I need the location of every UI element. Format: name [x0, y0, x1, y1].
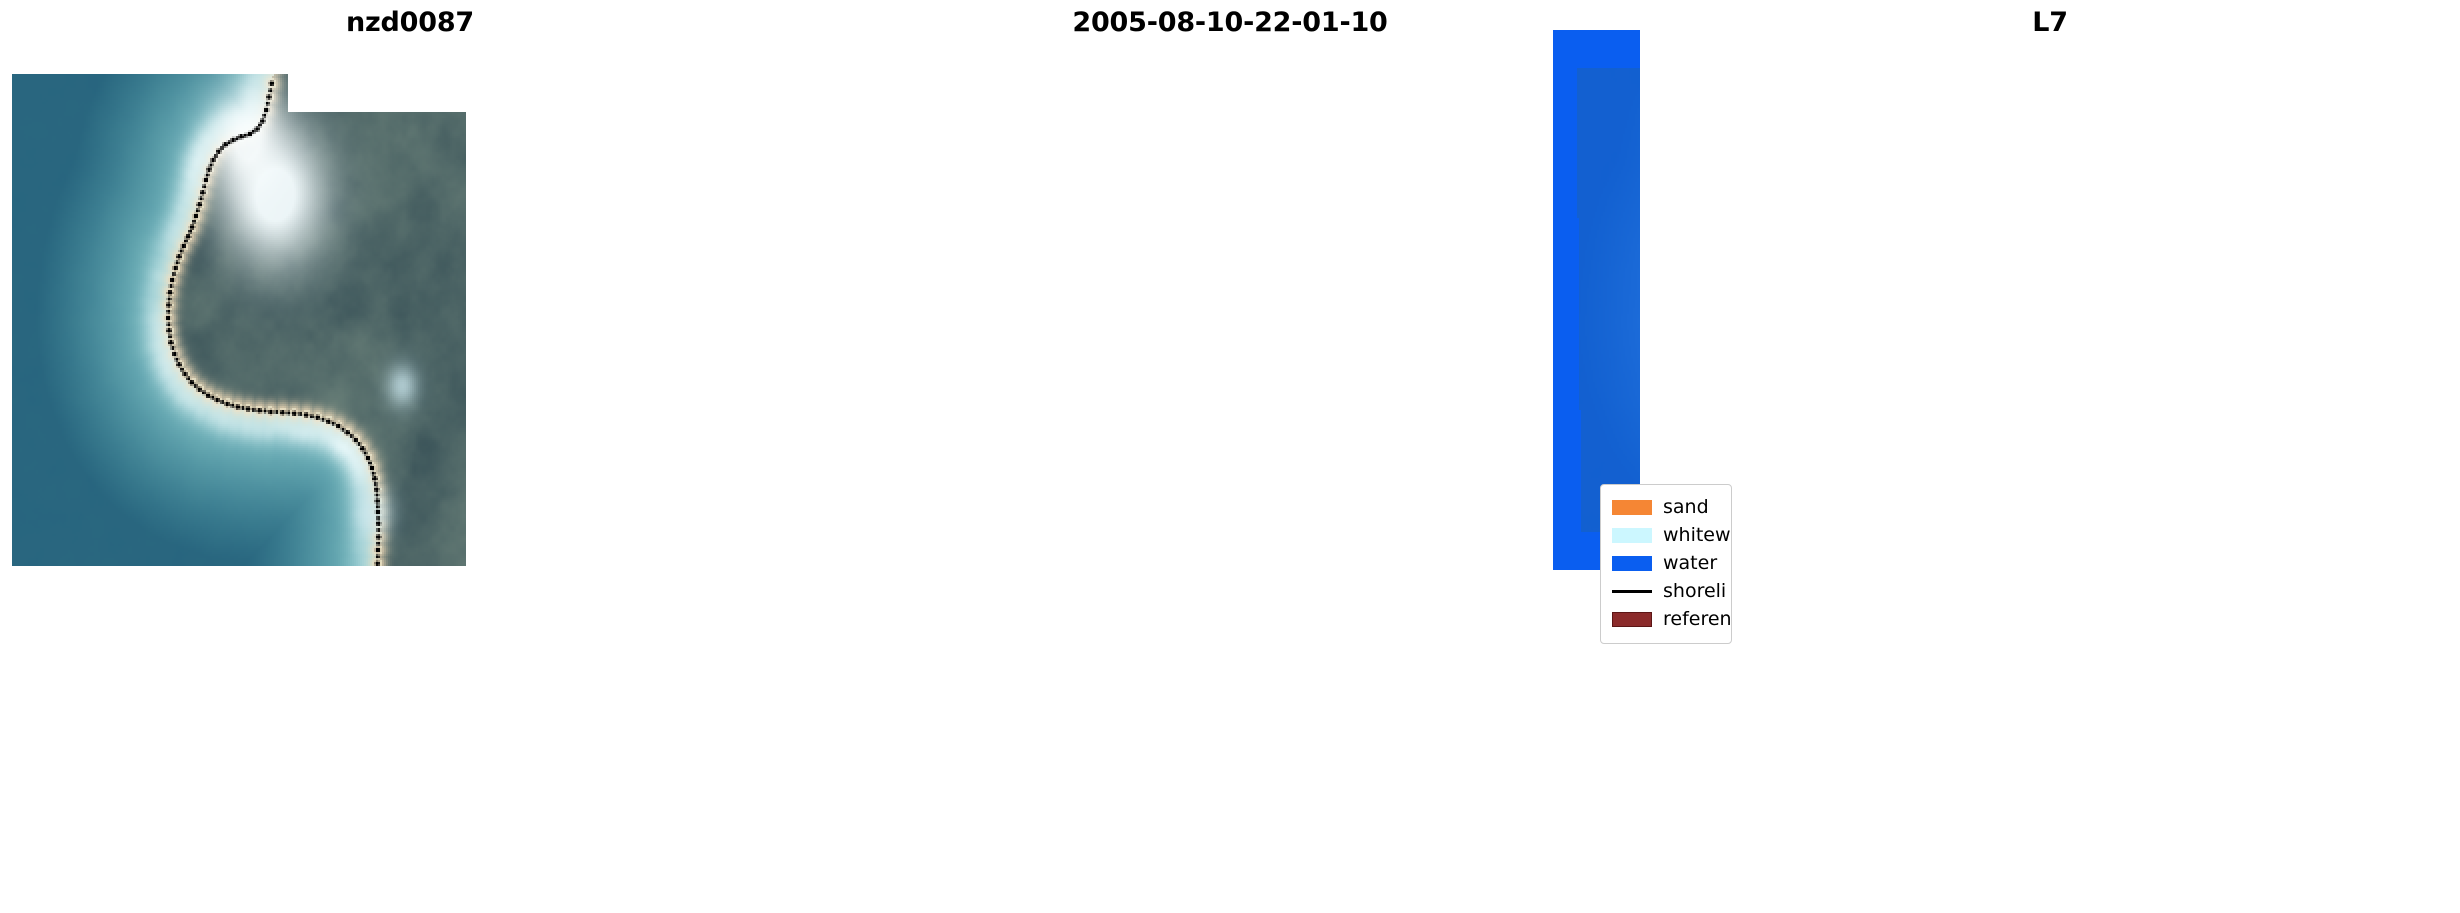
legend-box: sand whitew water shoreli referen [1600, 484, 1732, 644]
legend-swatch-water [1612, 555, 1652, 571]
legend-swatch-sand [1612, 499, 1652, 515]
legend-swatch-whitewater [1612, 527, 1652, 543]
legend-swatch-shoreline [1612, 589, 1652, 593]
legend-entry-sand: sand [1601, 493, 1731, 521]
legend-label-water: water [1663, 551, 1718, 574]
classification-overlay-image [1553, 30, 1640, 570]
legend-entry-water: water [1601, 549, 1731, 577]
legend-label-whitewater: whitew [1663, 523, 1731, 546]
legend-entry-reference: referen [1601, 605, 1731, 633]
panel-2-axes [1553, 30, 1640, 570]
panel-2-title: 2005-08-10-22-01-10 [1072, 7, 1388, 38]
panel-1-axes [12, 36, 466, 566]
legend-label-shoreline: shoreli [1663, 579, 1727, 602]
legend-label-sand: sand [1663, 495, 1709, 518]
subplot-panel-1: nzd0087 [0, 0, 820, 913]
panel-3-title: L7 [2032, 7, 2068, 38]
legend-swatch-reference [1612, 611, 1652, 627]
panel-1-title: nzd0087 [345, 7, 474, 38]
subplot-panel-2: 2005-08-10-22-01-10 [820, 0, 1640, 913]
true-color-satellite-image [12, 36, 466, 566]
subplot-panel-3: L7 [1640, 0, 2460, 913]
legend-label-reference: referen [1663, 607, 1732, 630]
legend-entry-whitewater: whitew [1601, 521, 1731, 549]
legend-entry-shoreline: shoreli [1601, 577, 1731, 605]
